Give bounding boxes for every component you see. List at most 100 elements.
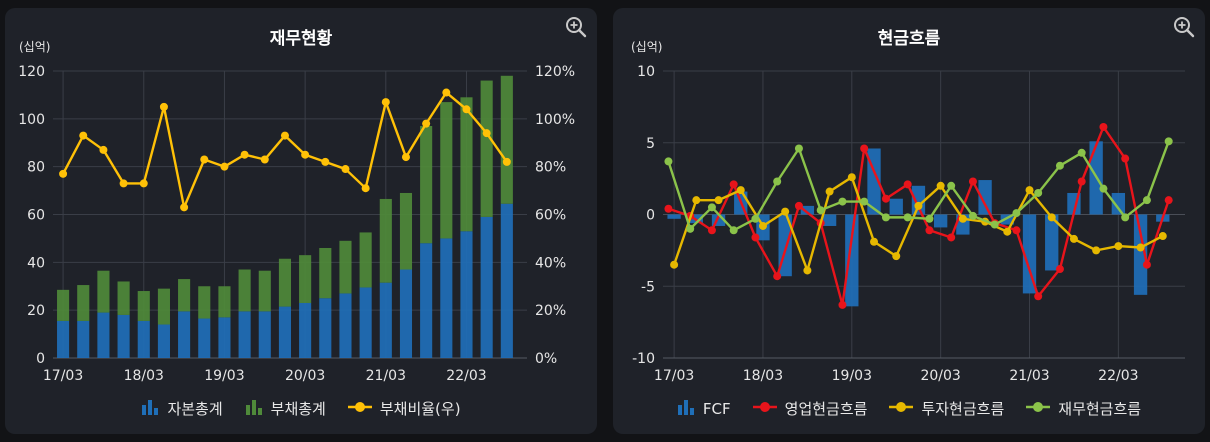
y-right-tick-label: 20% [535, 303, 566, 319]
line-영업현금흐름 [668, 125, 1170, 307]
bar-부채총계 [57, 289, 70, 321]
point-부채비율(우) [139, 179, 148, 188]
point-영업현금흐름 [1164, 196, 1173, 205]
y-right-tick-label: 120% [535, 64, 575, 80]
legend-item[interactable]: 재무현금흐름 [1026, 398, 1141, 419]
bar-부채총계 [77, 285, 90, 321]
legend-label: 영업현금흐름 [784, 400, 868, 418]
bar-부채총계 [379, 198, 392, 283]
point-투자현금흐름 [1114, 242, 1123, 251]
point-영업현금흐름 [881, 194, 890, 203]
point-부채비율(우) [280, 131, 289, 140]
bar-자본총계 [157, 324, 170, 358]
line-series-icon [347, 400, 372, 418]
point-재무현금흐름 [794, 144, 803, 153]
bar-FCF [1133, 214, 1148, 295]
bar-자본총계 [500, 203, 513, 358]
legend-label: FCF [702, 399, 731, 418]
point-부채비율(우) [502, 157, 511, 166]
legend-label: 부채총계 [270, 400, 326, 418]
y-tick-label: 5 [646, 136, 655, 152]
legend-item[interactable]: FCF [677, 398, 731, 419]
bar-부채총계 [420, 126, 433, 244]
bar-자본총계 [77, 320, 90, 358]
point-영업현금흐름 [903, 180, 912, 189]
point-영업현금흐름 [1121, 154, 1130, 163]
point-재무현금흐름 [1121, 213, 1130, 222]
point-투자현금흐름 [847, 173, 856, 182]
line-series-icon [1026, 400, 1051, 418]
y-tick-label: -10 [632, 351, 655, 367]
bar-자본총계 [238, 311, 251, 358]
x-tick-label: 17/03 [654, 368, 694, 384]
bar-FCF [1045, 214, 1059, 271]
unit-label: (십억) [19, 40, 51, 54]
point-재무현금흐름 [773, 177, 782, 186]
legend-item[interactable]: 부채비율(우) [347, 398, 461, 419]
point-부채비율(우) [99, 145, 108, 154]
point-영업현금흐름 [707, 226, 716, 235]
point-투자현금흐름 [1069, 234, 1078, 243]
point-영업현금흐름 [947, 233, 956, 242]
chart-legend: FCF 영업현금흐름 투자현금흐름 재무현금흐름 [613, 398, 1205, 419]
point-부채비율(우) [260, 155, 269, 164]
x-tick-label: 20/03 [920, 368, 960, 384]
bar-부채총계 [278, 258, 292, 307]
bar-자본총계 [359, 287, 372, 358]
bar-FCF [711, 214, 726, 226]
y-right-tick-label: 40% [535, 255, 566, 271]
y-tick-label: 60 [27, 208, 45, 224]
point-투자현금흐름 [958, 214, 967, 223]
point-영업현금흐름 [1012, 226, 1021, 235]
y-right-tick-label: 60% [535, 208, 566, 224]
point-영업현금흐름 [773, 272, 782, 281]
bar-FCF [1000, 214, 1014, 225]
point-부채비율(우) [59, 169, 68, 178]
bar-자본총계 [258, 311, 271, 358]
point-영업현금흐름 [1055, 265, 1064, 274]
bar-부채총계 [460, 97, 473, 232]
y-right-tick-label: 80% [535, 160, 566, 176]
point-재무현금흐름 [925, 214, 934, 223]
point-부채비율(우) [159, 102, 168, 111]
point-재무현금흐름 [990, 220, 999, 229]
bar-자본총계 [420, 243, 433, 358]
y-tick-label: 0 [646, 208, 655, 224]
bar-series-icon [141, 399, 159, 419]
legend-item[interactable]: 투자현금흐름 [889, 398, 1004, 419]
bar-FCF [800, 205, 815, 215]
point-재무현금흐름 [838, 197, 847, 206]
point-재무현금흐름 [686, 224, 695, 233]
point-영업현금흐름 [860, 144, 869, 153]
point-부채비율(우) [79, 131, 88, 140]
bar-FCF [1022, 214, 1037, 294]
legend-item[interactable]: 자본총계 [141, 398, 223, 419]
zoom-icon[interactable] [1173, 16, 1195, 38]
point-투자현금흐름 [736, 186, 745, 195]
point-재무현금흐름 [1034, 188, 1043, 197]
legend-item[interactable]: 영업현금흐름 [752, 398, 868, 419]
point-투자현금흐름 [870, 237, 879, 246]
bar-FCF [933, 214, 948, 228]
point-투자현금흐름 [1025, 186, 1034, 195]
point-투자현금흐름 [1047, 213, 1056, 222]
point-부채비율(우) [240, 150, 249, 159]
bar-부채총계 [319, 247, 332, 299]
cash-flow-panel: 현금흐름 (십억) -10 -5 0 5 10 17/03 18/03 19/03 20/03 2… [613, 8, 1205, 434]
y-tick-label: 0 [36, 351, 45, 367]
bar-부채총계 [258, 270, 271, 312]
y-tick-label: -5 [641, 279, 655, 295]
zoom-icon[interactable] [565, 16, 587, 38]
point-재무현금흐름 [903, 213, 912, 222]
bar-FCF [845, 214, 859, 307]
point-재무현금흐름 [1142, 196, 1151, 205]
point-부채비율(우) [422, 119, 431, 128]
y-tick-label: 100 [18, 112, 45, 128]
legend-item[interactable]: 부채총계 [245, 398, 326, 419]
x-tick-label: 21/03 [366, 368, 406, 384]
bar-자본총계 [299, 302, 312, 358]
point-부채비율(우) [401, 153, 410, 162]
bar-부채총계 [218, 286, 231, 318]
bar-부채총계 [97, 270, 110, 313]
point-재무현금흐름 [664, 157, 673, 166]
